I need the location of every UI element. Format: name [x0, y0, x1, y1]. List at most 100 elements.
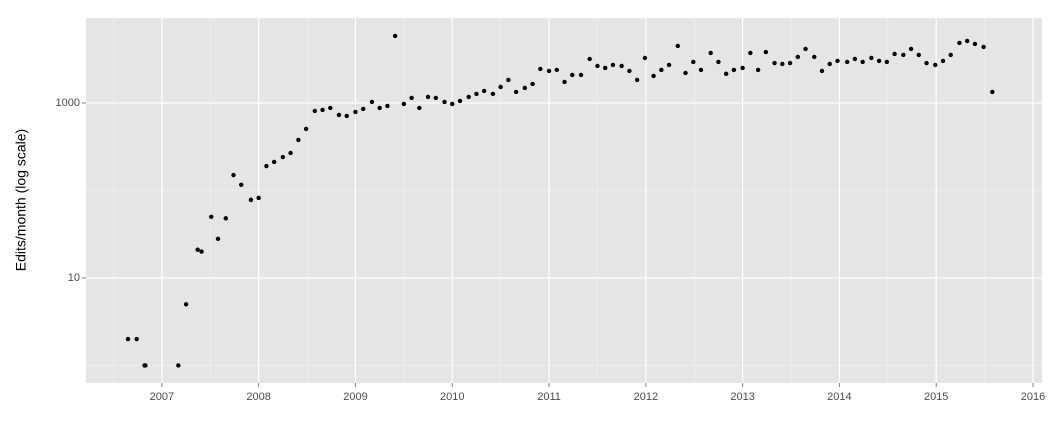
point	[595, 63, 600, 69]
point	[303, 126, 309, 132]
x-tick-label: 2014	[827, 391, 851, 403]
y-tick-label: 10	[68, 272, 80, 284]
point	[562, 79, 567, 85]
point	[401, 101, 407, 107]
point	[361, 106, 366, 112]
point	[490, 91, 496, 97]
point	[239, 182, 244, 188]
point	[610, 62, 616, 68]
point	[835, 58, 840, 64]
point	[940, 58, 946, 64]
point	[369, 99, 375, 105]
point	[860, 59, 865, 65]
point	[481, 88, 487, 94]
point	[924, 60, 929, 66]
point	[442, 99, 447, 105]
point	[264, 163, 269, 169]
y-axis-label: Edits/month (log scale)	[13, 129, 29, 271]
point	[176, 363, 181, 368]
point	[916, 52, 921, 58]
point	[683, 70, 688, 76]
point	[433, 95, 439, 101]
point	[183, 302, 189, 307]
point	[506, 77, 511, 83]
x-tick-label: 2011	[537, 391, 561, 403]
point	[933, 62, 938, 68]
point	[513, 89, 519, 95]
point	[780, 61, 785, 67]
point	[957, 40, 962, 46]
point	[474, 91, 479, 97]
point	[852, 56, 858, 62]
point	[125, 336, 131, 342]
point	[827, 61, 832, 67]
point	[546, 68, 552, 74]
point	[666, 62, 672, 68]
point	[457, 98, 463, 104]
point	[425, 94, 431, 100]
point	[256, 195, 261, 201]
point	[884, 59, 890, 65]
point	[748, 50, 753, 56]
point	[296, 137, 301, 143]
x-tick-label: 2013	[730, 391, 754, 403]
point	[772, 60, 777, 66]
point	[231, 172, 236, 178]
point	[819, 68, 825, 74]
point	[602, 65, 608, 71]
point	[795, 54, 800, 60]
point	[972, 41, 978, 47]
point	[698, 67, 704, 73]
point	[675, 43, 680, 49]
point	[763, 49, 769, 55]
point	[223, 216, 228, 221]
point	[892, 51, 897, 57]
x-tick-label: 2008	[246, 391, 270, 403]
point	[498, 84, 503, 90]
point	[642, 55, 648, 61]
point	[812, 54, 817, 60]
point	[377, 105, 382, 111]
panel	[86, 18, 1042, 383]
point	[450, 101, 455, 107]
x-tick-label: 2016	[1021, 391, 1045, 403]
point	[530, 81, 535, 87]
x-tick-label: 2010	[440, 391, 464, 403]
point	[522, 85, 528, 91]
point	[731, 67, 737, 73]
point	[716, 59, 721, 65]
x-tick-label: 2012	[634, 391, 658, 403]
point	[134, 336, 139, 342]
point	[691, 59, 696, 65]
point	[353, 109, 358, 115]
point	[876, 58, 882, 64]
point	[869, 55, 874, 61]
point	[964, 38, 970, 44]
point	[195, 247, 200, 252]
point	[901, 52, 906, 58]
point	[199, 249, 204, 254]
point	[538, 66, 543, 72]
point	[578, 72, 584, 78]
point	[755, 67, 761, 73]
point	[740, 65, 745, 71]
point	[627, 68, 632, 74]
point	[990, 89, 995, 95]
point	[328, 105, 333, 111]
point	[336, 112, 342, 118]
point	[143, 363, 148, 368]
point	[385, 103, 390, 109]
point	[803, 46, 808, 52]
point	[659, 67, 664, 73]
point	[209, 214, 214, 219]
point	[248, 197, 254, 203]
point	[215, 236, 221, 242]
point	[570, 72, 575, 78]
point	[651, 73, 656, 79]
point	[619, 63, 624, 69]
point	[466, 94, 471, 100]
point	[723, 71, 729, 77]
point	[981, 44, 986, 50]
point	[320, 107, 325, 113]
